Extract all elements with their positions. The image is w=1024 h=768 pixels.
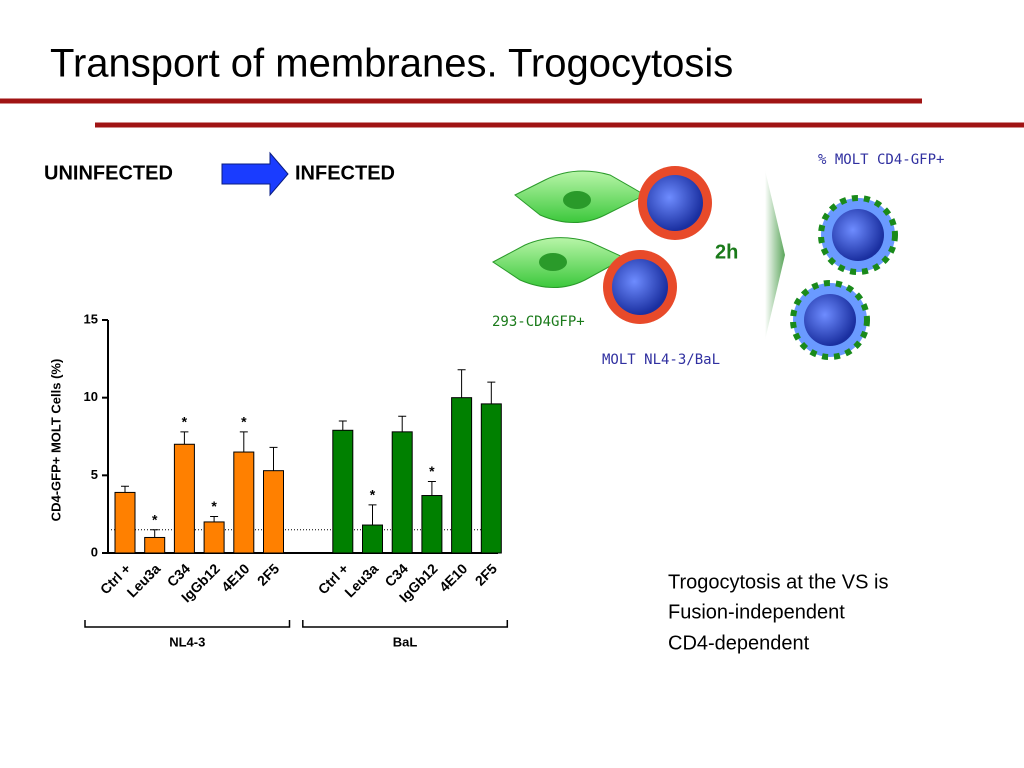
- bar: [203, 521, 225, 554]
- error-bar: [210, 515, 219, 522]
- bar: [173, 443, 195, 554]
- error-bar: [121, 485, 129, 493]
- bar: [114, 491, 136, 554]
- arrow: [221, 151, 289, 197]
- significance-marker: *: [429, 463, 435, 479]
- uninfected-label: UNINFECTED: [44, 162, 173, 184]
- error-bar: [269, 446, 278, 471]
- significance-marker: *: [152, 511, 158, 527]
- error-bar: [487, 381, 496, 404]
- error-bar: [457, 369, 466, 398]
- bar: [233, 451, 255, 554]
- error-bar: [338, 420, 347, 431]
- x-tick-label: Leu3a: [341, 560, 381, 600]
- caption-line: CD4-dependent: [668, 632, 810, 654]
- x-tick-label: 4E10: [436, 560, 471, 595]
- cells: [492, 166, 898, 360]
- group-label: BaL: [393, 634, 418, 649]
- significance-marker: *: [370, 487, 376, 503]
- error-bar: [427, 481, 436, 496]
- y-tick-label: 0: [91, 544, 98, 559]
- bar: [451, 397, 473, 554]
- y-tick-label: 10: [84, 389, 98, 404]
- group-bracket: [84, 620, 291, 628]
- result-label: % MOLT CD4-GFP+: [818, 152, 944, 168]
- x-tick-label: 4E10: [218, 560, 253, 595]
- x-tick-label: 2F5: [472, 560, 501, 589]
- significance-marker: *: [182, 414, 188, 430]
- bar: [480, 403, 502, 554]
- error-bar: [150, 529, 159, 538]
- significance-marker: *: [241, 414, 247, 430]
- y-tick-label: 5: [91, 467, 98, 482]
- bar: [263, 470, 284, 554]
- time-label: 2h: [715, 241, 738, 263]
- bar: [332, 429, 354, 554]
- x-tick-label: Leu3a: [124, 560, 164, 600]
- error-bar: [180, 431, 189, 445]
- bar: [144, 536, 166, 554]
- title: Transport of membranes. Trogocytosis: [50, 42, 733, 86]
- effector-label: MOLT NL4-3/BaL: [602, 352, 720, 368]
- x-tick-label: 2F5: [254, 560, 283, 589]
- target-label: 293-CD4GFP+: [492, 314, 585, 330]
- bar: [362, 524, 384, 554]
- y-tick-label: 15: [84, 311, 98, 326]
- error-bar: [368, 504, 377, 526]
- group-bracket: [302, 620, 509, 628]
- error-bar: [239, 431, 248, 453]
- significance-marker: *: [211, 498, 217, 514]
- caption-line: Trogocytosis at the VS is: [668, 571, 888, 593]
- bar: [391, 431, 413, 554]
- error-bar: [398, 415, 407, 432]
- caption-line: Fusion-independent: [668, 601, 845, 623]
- y-axis-label: CD4-GFP+ MOLT Cells (%): [48, 359, 63, 522]
- group-label: NL4-3: [169, 634, 205, 649]
- infected-label: INFECTED: [295, 162, 395, 184]
- bar: [421, 495, 443, 554]
